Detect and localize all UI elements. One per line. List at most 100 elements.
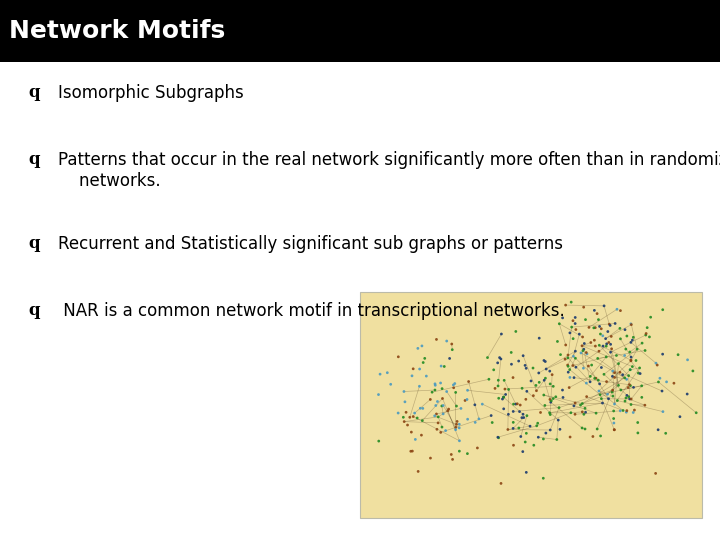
- Point: [530, 381, 541, 390]
- Point: [567, 316, 579, 325]
- Point: [570, 325, 582, 334]
- Point: [595, 431, 606, 440]
- Point: [604, 321, 616, 330]
- Point: [437, 394, 449, 403]
- Point: [431, 425, 443, 434]
- Point: [636, 382, 647, 390]
- Point: [519, 361, 531, 370]
- Point: [488, 366, 500, 374]
- Point: [619, 397, 631, 406]
- Point: [621, 391, 633, 400]
- Point: [595, 330, 606, 339]
- Point: [626, 362, 638, 371]
- Point: [398, 417, 410, 426]
- Point: [565, 298, 577, 306]
- Point: [443, 405, 454, 414]
- Point: [448, 381, 459, 389]
- Point: [544, 380, 556, 388]
- Point: [420, 372, 432, 380]
- Point: [621, 375, 632, 383]
- Point: [668, 379, 680, 388]
- Point: [519, 438, 531, 447]
- Point: [404, 413, 415, 422]
- Point: [508, 373, 519, 382]
- Point: [582, 362, 594, 370]
- Point: [462, 449, 473, 458]
- Point: [545, 398, 557, 407]
- Point: [577, 364, 589, 373]
- Point: [547, 382, 559, 390]
- Point: [494, 353, 505, 362]
- Point: [425, 454, 436, 462]
- Point: [502, 425, 513, 434]
- FancyBboxPatch shape: [360, 292, 702, 518]
- Point: [633, 369, 644, 377]
- Point: [580, 424, 591, 433]
- Point: [650, 469, 662, 478]
- Point: [631, 345, 643, 354]
- Point: [493, 394, 505, 403]
- Point: [613, 381, 624, 390]
- Point: [619, 351, 631, 360]
- Point: [590, 409, 602, 417]
- Point: [608, 400, 620, 408]
- Point: [392, 409, 404, 417]
- Point: [564, 383, 575, 392]
- Point: [577, 399, 588, 408]
- Point: [628, 408, 639, 417]
- Point: [487, 418, 498, 427]
- Point: [436, 423, 448, 431]
- Text: Patterns that occur in the real network significantly more often than in randomi: Patterns that occur in the real network …: [58, 151, 720, 190]
- Point: [661, 377, 672, 386]
- Point: [438, 401, 449, 410]
- Point: [636, 339, 648, 347]
- Point: [557, 314, 568, 322]
- Point: [454, 447, 465, 455]
- Point: [672, 350, 684, 359]
- Point: [450, 426, 462, 434]
- Point: [410, 435, 421, 444]
- Point: [433, 413, 444, 421]
- Point: [515, 432, 526, 441]
- Point: [547, 394, 559, 403]
- Point: [492, 359, 503, 367]
- Point: [539, 401, 551, 410]
- Point: [576, 424, 588, 433]
- Point: [600, 353, 612, 361]
- Point: [586, 361, 598, 369]
- Point: [597, 332, 608, 340]
- Point: [639, 346, 651, 355]
- Point: [603, 338, 615, 347]
- Point: [407, 447, 418, 455]
- Point: [441, 387, 452, 396]
- Point: [567, 361, 579, 370]
- Point: [415, 404, 426, 413]
- Point: [399, 397, 410, 406]
- Point: [432, 418, 444, 427]
- Text: Recurrent and Statistically significant sub graphs or patterns: Recurrent and Statistically significant …: [58, 235, 562, 253]
- Point: [567, 352, 579, 361]
- Point: [435, 379, 446, 387]
- Point: [533, 433, 544, 442]
- Point: [570, 354, 581, 362]
- Point: [392, 353, 404, 361]
- Point: [644, 333, 655, 341]
- Point: [660, 429, 672, 437]
- Point: [425, 395, 436, 404]
- Point: [535, 408, 546, 417]
- Point: [539, 376, 550, 384]
- Point: [603, 394, 614, 403]
- Point: [623, 393, 634, 401]
- Point: [436, 402, 448, 410]
- Point: [495, 479, 507, 488]
- Point: [430, 381, 441, 389]
- Point: [622, 383, 634, 392]
- Point: [628, 333, 639, 342]
- Point: [411, 414, 423, 422]
- Point: [398, 387, 410, 396]
- Point: [554, 320, 565, 328]
- Point: [580, 404, 591, 413]
- Point: [594, 390, 606, 399]
- Point: [642, 323, 653, 332]
- Point: [674, 413, 685, 421]
